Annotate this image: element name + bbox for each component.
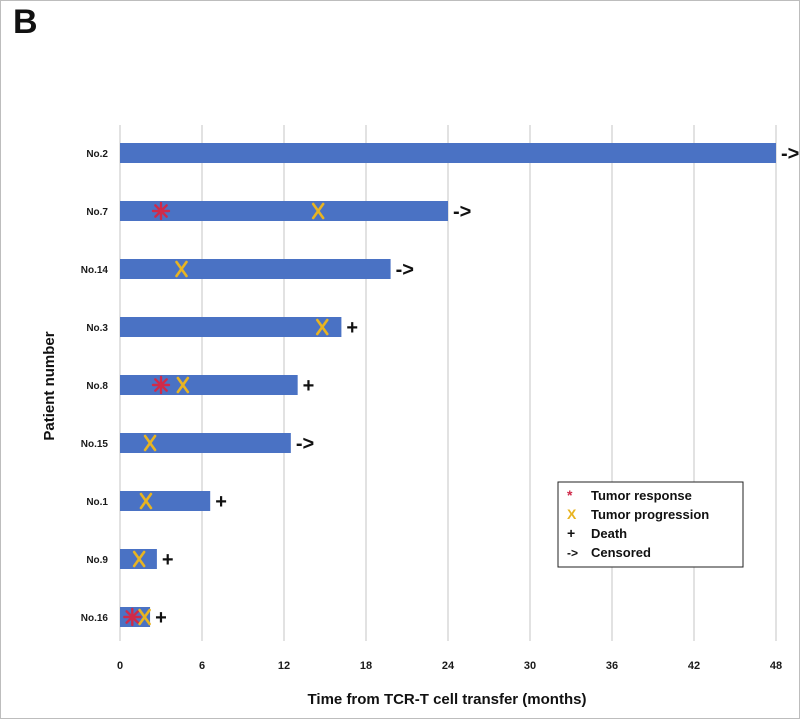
x-tick-label: 0 <box>117 660 123 672</box>
progression-marker <box>143 434 157 452</box>
x-tick-label: 18 <box>360 660 372 672</box>
legend-label-censored: Censored <box>591 545 651 560</box>
x-tick-label: 36 <box>606 660 618 672</box>
patient-bars <box>120 143 776 627</box>
patient-label: No.14 <box>81 265 109 276</box>
patient-bar <box>120 201 448 221</box>
death-marker: + <box>346 317 358 339</box>
patient-label: No.9 <box>86 555 108 566</box>
death-marker: + <box>303 375 315 397</box>
legend-symbol-response: * <box>567 487 573 503</box>
death-marker: + <box>155 607 167 629</box>
legend-symbol-death: + <box>567 525 575 541</box>
death-marker: + <box>162 549 174 571</box>
progression-marker <box>138 608 151 626</box>
x-tick-label: 24 <box>442 660 455 672</box>
legend-symbol-censored: -> <box>567 546 578 560</box>
x-tick-labels: 0 6 12 18 24 30 36 42 48 <box>117 660 782 672</box>
response-marker <box>151 375 171 395</box>
patient-bar <box>120 143 776 163</box>
panel-label: B <box>13 3 38 41</box>
censored-marker: -> <box>396 259 414 281</box>
patient-label: No.7 <box>86 207 108 218</box>
patient-label: No.16 <box>81 613 109 624</box>
patient-label: No.2 <box>86 149 108 160</box>
progression-marker <box>132 550 146 568</box>
legend-label-response: Tumor response <box>591 488 692 503</box>
x-axis-title: Time from TCR-T cell transfer (months) <box>308 691 587 708</box>
death-marker: + <box>215 491 227 513</box>
progression-marker <box>315 318 329 336</box>
x-tick-label: 42 <box>688 660 700 672</box>
censored-marker: -> <box>453 201 471 223</box>
x-tick-label: 48 <box>770 660 782 672</box>
event-markers: -> -> -> + + -> + + + <box>123 143 799 629</box>
patient-label: No.15 <box>81 439 109 450</box>
legend-box <box>557 481 744 568</box>
x-tick-label: 6 <box>199 660 205 672</box>
progression-marker <box>139 492 153 510</box>
response-marker <box>123 607 142 627</box>
progression-marker <box>311 202 325 220</box>
x-tick-label: 30 <box>524 660 536 672</box>
patient-bar <box>120 375 298 395</box>
x-tick-label: 12 <box>278 660 290 672</box>
patient-label: No.1 <box>86 497 108 508</box>
response-marker <box>151 201 171 221</box>
patient-bar <box>120 259 391 279</box>
progression-marker <box>176 376 190 394</box>
legend-symbol-progression: X <box>567 506 577 522</box>
patient-bar <box>120 491 211 511</box>
progression-marker <box>175 260 188 278</box>
legend-label-progression: Tumor progression <box>591 507 709 522</box>
patient-bar <box>120 433 291 453</box>
censored-marker: -> <box>781 143 799 165</box>
legend: * Tumor response X Tumor progression + Death-… <box>557 481 744 568</box>
legend-label-death: Death <box>591 526 627 541</box>
y-axis-title: Patient number <box>41 331 58 440</box>
censored-marker: -> <box>296 433 314 455</box>
patient-label: No.8 <box>86 381 108 392</box>
patient-label: No.3 <box>86 323 108 334</box>
patient-labels: No.2 No.7 No.14 No.3 No.8 No.15 No.1 No.9 No.16 <box>81 149 109 624</box>
patient-bar <box>120 317 342 337</box>
